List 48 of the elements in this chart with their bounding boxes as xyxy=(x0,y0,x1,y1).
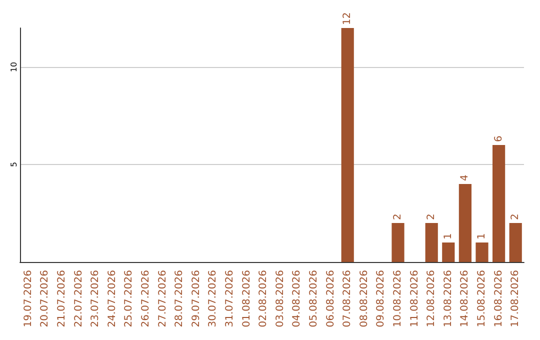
x-tick-label: 01.08.2026 xyxy=(241,270,252,328)
bar xyxy=(425,223,438,262)
x-tick-label: 07.08.2026 xyxy=(342,270,354,328)
x-tick-label: 28.07.2026 xyxy=(174,270,186,328)
x-tick-label: 22.07.2026 xyxy=(73,270,84,328)
x-tick-label: 16.08.2026 xyxy=(493,270,504,328)
x-tick-label: 24.07.2026 xyxy=(106,270,118,328)
x-tick-label: 31.07.2026 xyxy=(224,270,236,328)
data-label: 1 xyxy=(442,233,454,240)
x-tick-label: 27.07.2026 xyxy=(157,270,168,328)
x-tick-label: 19.07.2026 xyxy=(22,270,34,328)
x-tick-label: 17.08.2026 xyxy=(510,270,522,328)
data-label: 2 xyxy=(426,214,438,220)
x-tick-label: 10.08.2026 xyxy=(392,270,404,328)
data-label: 12 xyxy=(342,12,354,25)
x-tick-label: 08.08.2026 xyxy=(358,270,370,328)
x-tick-label: 29.07.2026 xyxy=(190,270,202,328)
x-tick-label: 26.07.2026 xyxy=(140,270,152,328)
x-tick-label: 03.08.2026 xyxy=(274,270,286,328)
bar xyxy=(392,223,404,262)
bar xyxy=(492,145,506,262)
bar xyxy=(458,184,472,262)
bar xyxy=(509,223,522,262)
x-tick-label: 21.07.2026 xyxy=(56,270,68,328)
x-tick-label: 23.07.2026 xyxy=(90,270,102,328)
x-tick-label: 15.08.2026 xyxy=(476,270,488,328)
x-tick-label: 30.07.2026 xyxy=(208,270,219,328)
x-tick-label: 11.08.2026 xyxy=(409,270,420,328)
x-tick-label: 13.08.2026 xyxy=(442,270,454,328)
data-label: 2 xyxy=(510,214,522,220)
x-tick-label: 05.08.2026 xyxy=(308,270,320,328)
x-tick-label: 25.07.2026 xyxy=(124,270,135,328)
x-tick-label: 02.08.2026 xyxy=(258,270,270,328)
y-tick-label: 10 xyxy=(10,62,18,72)
bar xyxy=(476,242,488,262)
data-label: 6 xyxy=(493,136,504,142)
data-label: 1 xyxy=(476,233,488,240)
x-tick-label: 09.08.2026 xyxy=(376,270,387,328)
bar xyxy=(442,242,455,262)
y-tick-label: 5 xyxy=(10,162,18,168)
x-tick-label: 04.08.2026 xyxy=(292,270,303,328)
bar xyxy=(341,28,354,262)
x-tick-label: 06.08.2026 xyxy=(325,270,336,328)
x-tick-label: 20.07.2026 xyxy=(40,270,51,328)
data-label: 4 xyxy=(460,174,471,181)
data-label: 2 xyxy=(392,214,404,220)
x-tick-label: 14.08.2026 xyxy=(460,270,471,328)
x-tick-label: 12.08.2026 xyxy=(426,270,438,328)
